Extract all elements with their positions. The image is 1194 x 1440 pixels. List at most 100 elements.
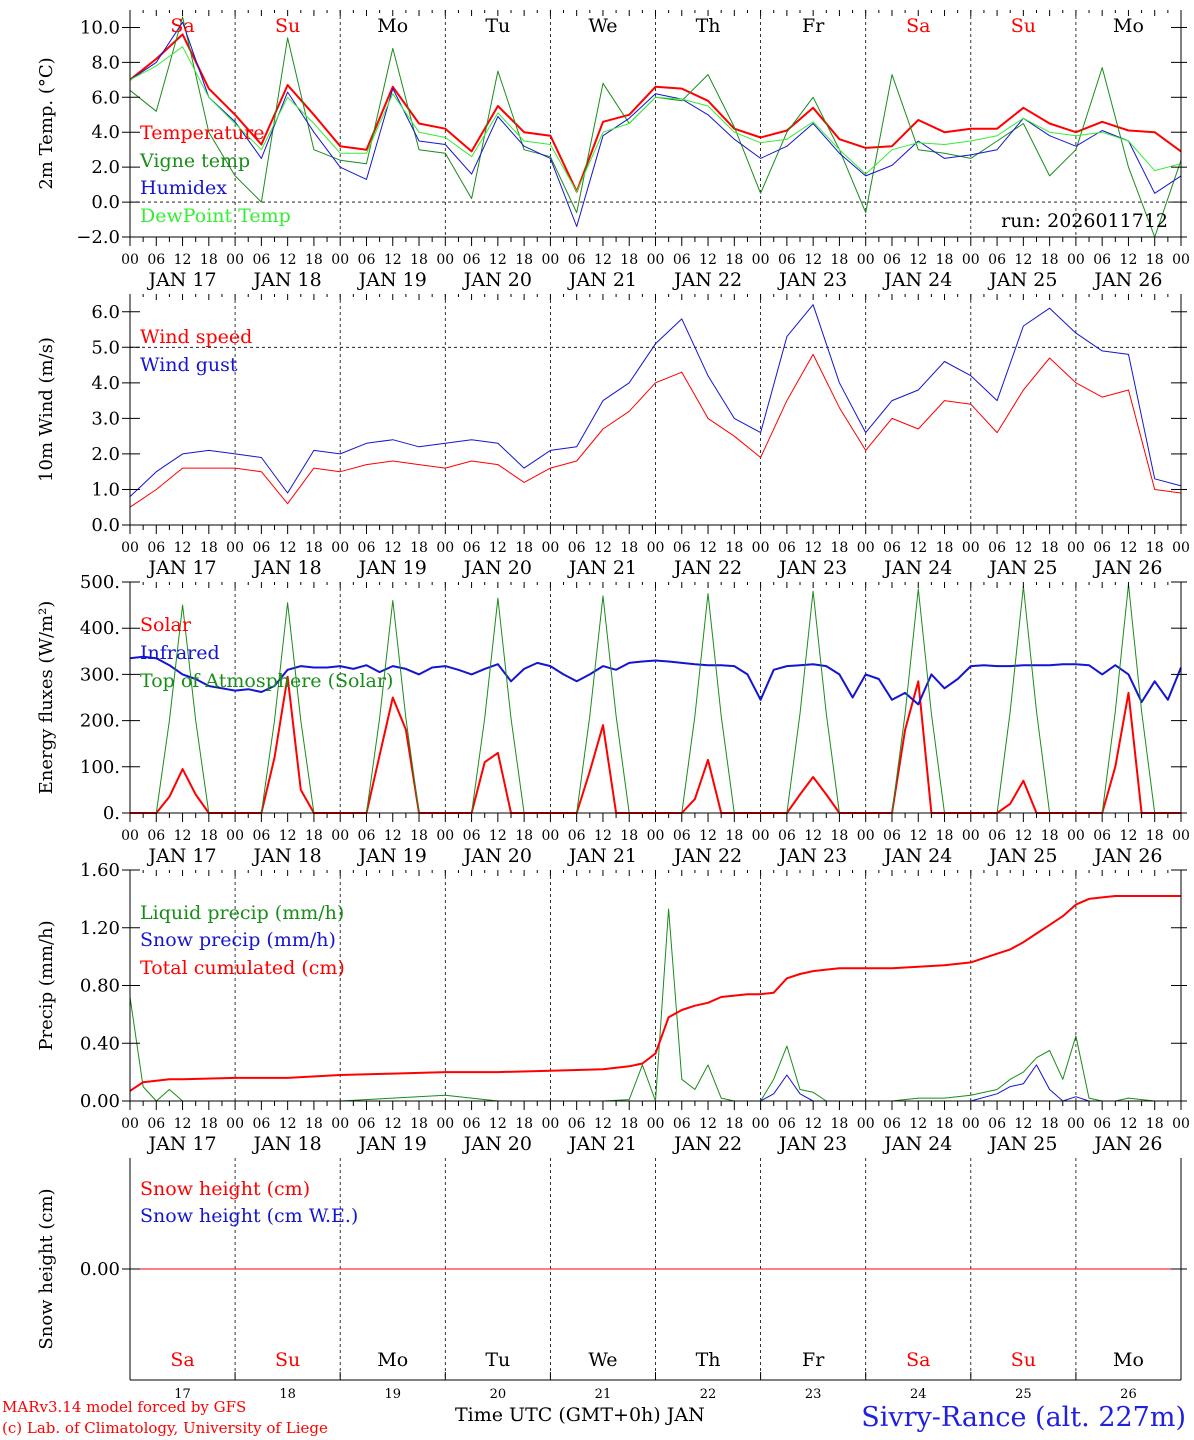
y-tick-label: 0.: [103, 803, 120, 824]
date-label: JAN 22: [672, 269, 742, 291]
y-tick-label: 1.20: [80, 918, 120, 939]
hour-tick-label: 12: [699, 1116, 717, 1132]
date-label: JAN 17: [146, 269, 216, 291]
hour-tick-label: 06: [463, 540, 481, 556]
hour-tick-label: 18: [1041, 828, 1059, 844]
y-tick-label: 6.0: [91, 302, 120, 323]
hour-tick-label: 12: [909, 252, 927, 268]
hour-tick-label: 06: [463, 828, 481, 844]
date-label: JAN 21: [567, 1133, 637, 1155]
hour-tick-label: 00: [331, 828, 349, 844]
legend-entry: Vigne temp: [139, 150, 250, 172]
legend-entry: Wind gust: [140, 354, 238, 376]
weekday-label: We: [588, 15, 617, 37]
hour-tick-label: 12: [594, 252, 612, 268]
hour-tick-label: 00: [962, 540, 980, 556]
hour-tick-label: 06: [463, 252, 481, 268]
hour-tick-label: 12: [909, 828, 927, 844]
y-tick-label: 0.40: [80, 1033, 120, 1054]
date-label: JAN 24: [882, 1133, 952, 1155]
hour-tick-label: 00: [436, 1116, 454, 1132]
y-tick-label: 2.0: [91, 157, 120, 178]
legend-entry: Temperature: [140, 122, 264, 144]
hour-tick-label: 06: [252, 1116, 270, 1132]
y-tick-label: 4.0: [91, 373, 120, 394]
legend-entry: Snow precip (mm/h): [140, 929, 336, 951]
hour-tick-label: 18: [1146, 540, 1164, 556]
y-tick-label: −2.0: [76, 227, 120, 248]
hour-tick-label: 18: [831, 252, 849, 268]
hour-tick-label: 12: [1120, 252, 1138, 268]
weekday-label: Fr: [802, 1349, 825, 1371]
hour-tick-label: 00: [331, 252, 349, 268]
hour-tick-label: 18: [725, 252, 743, 268]
hour-tick-label: 18: [1041, 1116, 1059, 1132]
hour-tick-label: 06: [673, 828, 691, 844]
y-tick-label: 400.: [80, 618, 120, 639]
hour-tick-label: 12: [1014, 1116, 1032, 1132]
date-label: JAN 19: [357, 269, 427, 291]
station-name: Sivry-Rance (alt. 227m): [861, 1402, 1186, 1433]
hour-tick-label: 12: [489, 252, 507, 268]
y-axis-label: Snow height (cm): [36, 1188, 57, 1349]
hour-tick-label: 18: [200, 1116, 218, 1132]
legend-entry: Solar: [140, 614, 192, 636]
panel-snow: 0.00 Snow height (cm) Snow height (cm) Snow…: [36, 1158, 1187, 1380]
y-tick-label: 0.80: [80, 976, 120, 997]
hour-tick-label: 00: [436, 540, 454, 556]
hour-tick-label: 00: [331, 1116, 349, 1132]
hour-tick-label: 12: [594, 828, 612, 844]
hour-tick-label: 06: [988, 540, 1006, 556]
hour-tick-label: 12: [804, 828, 822, 844]
hour-tick-label: 12: [279, 828, 297, 844]
date-label: JAN 25: [987, 557, 1057, 579]
hour-tick-label: 00: [436, 252, 454, 268]
hour-tick-label: 18: [200, 828, 218, 844]
weekday-label: Sa: [906, 1349, 930, 1371]
weekday-label: Mo: [377, 1349, 408, 1371]
weekday-label: Su: [275, 15, 300, 37]
hour-tick-label: 18: [410, 540, 428, 556]
hour-tick-label: 06: [147, 1116, 165, 1132]
hour-tick-label: 00: [752, 1116, 770, 1132]
series-line-wind-speed: [129, 353, 1182, 508]
legend-entry: Snow height (cm W.E.): [140, 1205, 358, 1227]
hour-tick-label: 00: [121, 540, 139, 556]
hour-tick-label: 06: [988, 252, 1006, 268]
date-label: JAN 20: [462, 845, 532, 867]
hour-tick-label: 06: [463, 1116, 481, 1132]
y-tick-label: 0.0: [91, 515, 120, 536]
hour-tick-label: 12: [699, 828, 717, 844]
hour-tick-label: 06: [673, 252, 691, 268]
weekday-label: We: [588, 1349, 617, 1371]
hour-tick-label: 18: [515, 252, 533, 268]
hour-tick-label: 18: [620, 540, 638, 556]
date-label: JAN 25: [987, 1133, 1057, 1155]
hour-tick-label: 00: [857, 1116, 875, 1132]
hour-tick-label: 12: [279, 252, 297, 268]
y-tick-label: 1.60: [80, 860, 120, 881]
hour-tick-label: 00: [752, 252, 770, 268]
hour-tick-label: 00: [647, 1116, 665, 1132]
hour-tick-label: 06: [252, 540, 270, 556]
hour-tick-label: 12: [1120, 1116, 1138, 1132]
weekday-label: Sa: [906, 15, 930, 37]
panel-wind: 0.0 1.0 2.0 3.0 4.0 5.0 6.0 10m Wind (m/s) 00 06 1…: [36, 294, 1190, 579]
series-line-infrared: [129, 655, 1182, 706]
hour-tick-label: 06: [988, 1116, 1006, 1132]
date-label: JAN 26: [1092, 845, 1162, 867]
hour-tick-label: 18: [305, 828, 323, 844]
hour-tick-label: 12: [1014, 252, 1032, 268]
hour-tick-label: 00: [226, 828, 244, 844]
panel-precip: 0.00 0.40 0.80 1.20 1.60 Precip (mm/h) 00 06 12 1…: [36, 860, 1190, 1155]
date-label: JAN 21: [567, 845, 637, 867]
series-line-wind-gust: [129, 304, 1182, 497]
day-number-label: 24: [910, 1387, 927, 1402]
y-tick-label: 10.0: [80, 17, 120, 38]
hour-tick-label: 06: [568, 252, 586, 268]
date-label: JAN 20: [462, 557, 532, 579]
hour-tick-label: 12: [909, 540, 927, 556]
hour-tick-label: 18: [831, 1116, 849, 1132]
hour-tick-label: 18: [725, 1116, 743, 1132]
weekday-label: Mo: [377, 15, 408, 37]
